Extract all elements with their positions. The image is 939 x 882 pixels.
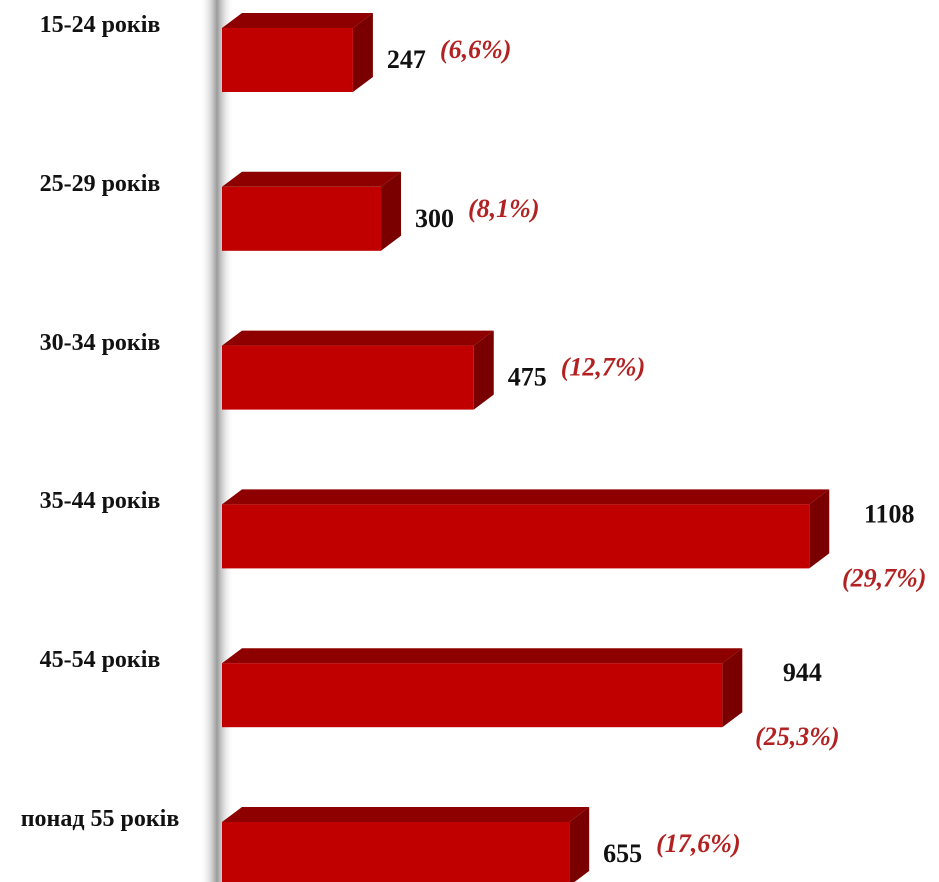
bar (222, 822, 570, 882)
percent-label: (12,7%) (561, 353, 645, 382)
value-label: 247 (387, 45, 426, 74)
percent-label: (17,6%) (656, 829, 740, 858)
bar (222, 345, 474, 410)
category-label: 25-29 років (39, 170, 161, 197)
percent-label: (8,1%) (468, 194, 539, 223)
bar-side (809, 489, 830, 569)
category-label: 35-44 років (39, 488, 161, 515)
value-label: 300 (415, 204, 454, 233)
bar-top (222, 330, 494, 346)
value-label: 944 (783, 658, 822, 687)
value-label: 1108 (864, 499, 915, 528)
bar-top (222, 13, 373, 28)
bar-top (222, 489, 830, 505)
bar-top (222, 807, 590, 822)
category-label: 30-34 років (39, 329, 161, 356)
bar (222, 186, 381, 251)
bar (222, 28, 353, 92)
bar-side (352, 13, 373, 92)
bar-top (222, 648, 743, 664)
category-label: 15-24 років (39, 12, 161, 38)
category-label: 45-54 років (39, 647, 161, 674)
percent-label: (25,3%) (755, 722, 839, 751)
bar-side (473, 330, 494, 410)
bar-top (222, 171, 401, 187)
bar (222, 663, 723, 728)
bar (222, 504, 810, 569)
value-label: 655 (603, 839, 642, 868)
axis-shadow (200, 0, 234, 882)
bar-side (722, 648, 743, 728)
bar-side (569, 807, 590, 882)
value-label: 475 (508, 363, 547, 392)
percent-label: (6,6%) (440, 35, 511, 64)
percent-label: (29,7%) (842, 563, 926, 592)
category-label: понад 55 років (20, 806, 180, 832)
bar-side (381, 171, 401, 251)
